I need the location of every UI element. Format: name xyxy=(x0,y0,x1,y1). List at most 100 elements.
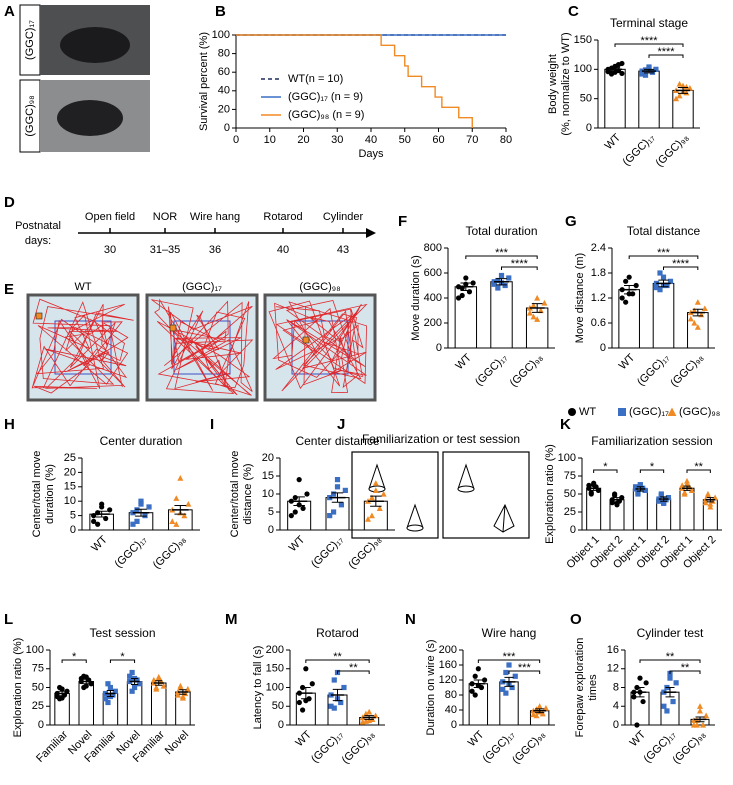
x-tick-label: (GGC)₁₇ xyxy=(635,352,672,389)
data-point xyxy=(658,491,664,497)
significance-label: ** xyxy=(666,651,675,663)
significance-label: ** xyxy=(349,662,358,674)
data-point xyxy=(366,708,373,715)
x-tick-label: (GGC)₉₈ xyxy=(668,352,706,390)
x-tick-label: Novel xyxy=(163,729,191,757)
start-marker xyxy=(169,324,177,332)
x-tick-label: 30 xyxy=(331,134,343,146)
data-point xyxy=(697,703,703,709)
timeline-day: 43 xyxy=(337,244,349,256)
data-point xyxy=(129,669,135,676)
panel-letter: H xyxy=(4,416,15,433)
data-point xyxy=(292,495,298,501)
data-point xyxy=(676,80,683,87)
data-point xyxy=(57,684,63,691)
y-tick-label: 200 xyxy=(439,644,457,656)
data-point xyxy=(380,490,387,497)
data-point xyxy=(366,717,373,724)
panel-letter: C xyxy=(568,3,579,20)
data-point xyxy=(99,504,105,510)
data-point xyxy=(107,684,114,691)
y-tick-label: 100 xyxy=(558,452,576,464)
data-point xyxy=(691,307,698,314)
significance-bracket xyxy=(61,659,87,663)
data-point xyxy=(681,490,688,497)
data-point xyxy=(54,693,60,700)
y-tick-label: 0.6 xyxy=(591,317,606,329)
data-point xyxy=(642,67,649,73)
chart-title: Cylinder test xyxy=(637,626,704,640)
data-point xyxy=(177,682,184,689)
x-tick-label: WT xyxy=(453,351,474,372)
x-tick-label: (GGC)₉₈ xyxy=(508,352,546,390)
data-point xyxy=(526,309,533,316)
data-point xyxy=(155,673,162,680)
data-point xyxy=(91,518,97,524)
data-point xyxy=(330,509,337,515)
legend-label: (GGC)₁₇ (n = 9) xyxy=(288,91,363,103)
y-tick-label: 150 xyxy=(574,34,592,46)
y-tick-label: 60 xyxy=(218,66,230,78)
survival-line xyxy=(236,34,473,128)
y-tick-label: 0 xyxy=(600,342,606,354)
timeline-event: NOR xyxy=(153,211,178,223)
significance-label: *** xyxy=(495,247,509,259)
y-axis-label: Move distance (m) xyxy=(574,253,586,343)
data-point xyxy=(138,498,144,504)
y-tick-label: 100 xyxy=(26,644,44,656)
data-point xyxy=(160,682,167,689)
y-tick-label: 20 xyxy=(262,452,274,464)
y-tick-label: 2.4 xyxy=(591,242,606,254)
data-point xyxy=(463,275,469,281)
y-tick-label: 0 xyxy=(436,342,442,354)
significance-bracket xyxy=(639,659,701,663)
x-tick-label: 0 xyxy=(233,134,239,146)
data-point xyxy=(338,502,345,508)
timeline-axis-label: days: xyxy=(25,235,51,247)
data-point xyxy=(609,500,615,506)
data-point xyxy=(368,512,375,519)
data-point xyxy=(633,282,639,289)
significance-label: *** xyxy=(657,247,671,259)
y-axis-label: Move duration (s) xyxy=(410,255,422,341)
data-point xyxy=(536,703,543,709)
panel-letter: B xyxy=(215,3,226,20)
y-tick-label: 120 xyxy=(439,674,457,686)
timeline-day: 36 xyxy=(209,244,221,256)
y-axis-label: Forepaw exploration xyxy=(574,638,586,738)
significance-label: **** xyxy=(657,46,675,58)
chart-title: Center duration xyxy=(100,434,183,448)
data-point xyxy=(181,512,188,519)
data-point xyxy=(495,285,501,291)
y-tick-label: 100 xyxy=(212,29,230,41)
objects xyxy=(368,463,515,533)
trajectory xyxy=(31,298,134,394)
trajectory xyxy=(268,300,368,394)
data-point xyxy=(131,684,138,691)
y-tick-label: 50 xyxy=(272,700,284,712)
y-tick-label: 25 xyxy=(564,506,576,518)
legend-label: (GGC)₉₈ xyxy=(679,406,720,418)
x-tick-label: (GGC)₉₈ xyxy=(510,729,548,767)
significance-label: *** xyxy=(503,651,517,663)
data-point xyxy=(512,673,518,679)
data-point xyxy=(327,513,333,519)
data-point xyxy=(694,299,701,305)
bar xyxy=(638,70,660,129)
timeline-day: 40 xyxy=(277,244,289,256)
pyramid xyxy=(493,503,515,533)
x-tick-label: WT xyxy=(628,728,649,749)
panel-letter: N xyxy=(405,611,416,628)
data-point xyxy=(173,521,180,527)
y-tick-label: 5 xyxy=(70,510,76,522)
data-point xyxy=(639,71,645,77)
data-point xyxy=(667,407,677,416)
data-point xyxy=(539,710,546,717)
data-point xyxy=(661,703,667,709)
panel-letter: D xyxy=(4,194,15,211)
data-point xyxy=(359,718,366,725)
data-point xyxy=(653,66,659,72)
chart-title: Wire hang xyxy=(482,626,537,640)
y-tick-label: 150 xyxy=(266,663,284,675)
data-point xyxy=(130,521,136,527)
